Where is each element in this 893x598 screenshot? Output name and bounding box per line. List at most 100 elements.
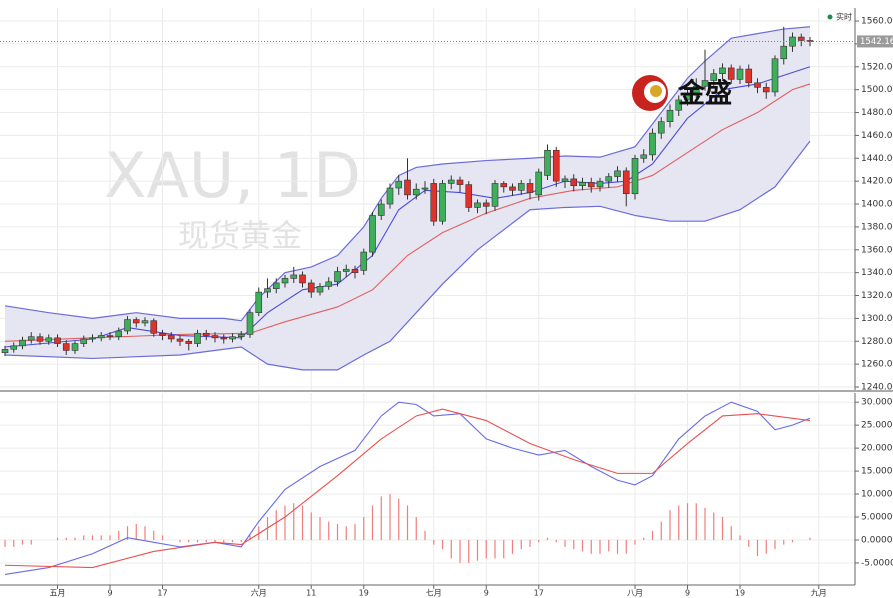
candle-body (264, 288, 271, 293)
candle-body (325, 281, 333, 287)
y-tick-label: 0.0000 (861, 535, 893, 545)
candle-body (482, 202, 490, 207)
candle-body (255, 291, 263, 313)
candle-body (797, 36, 805, 41)
candle-body (745, 68, 753, 84)
candle-body (272, 282, 280, 289)
candle-body (246, 312, 254, 335)
candle-body (736, 68, 744, 80)
y-tick-label: 25.0000 (861, 421, 893, 431)
candle-body (657, 121, 665, 134)
watermark-name: 现货黄金 (178, 219, 302, 255)
candle-body (509, 186, 516, 191)
candle-body (237, 334, 245, 338)
candle-body (54, 337, 61, 344)
last-price-label: 1542.16 (860, 37, 893, 47)
candle-body (622, 170, 630, 195)
y-tick-label: 1260.00 (861, 360, 893, 370)
candle-body (404, 179, 411, 196)
candle-body (754, 82, 761, 88)
y-tick-label: 1380.00 (861, 222, 893, 232)
candle-body (106, 335, 114, 338)
y-tick-label: 1360.00 (861, 245, 893, 255)
candle-body (649, 132, 656, 156)
candle-body (290, 274, 298, 279)
candle-body (386, 187, 394, 205)
candle-body (132, 319, 140, 324)
candle-body (465, 184, 473, 208)
candle-body (535, 171, 543, 196)
y-tick-label: 5.0000 (861, 513, 893, 523)
candle-body (176, 338, 184, 342)
logo: 金盛 (632, 75, 732, 111)
candle-body (334, 271, 341, 283)
candle-body (474, 202, 481, 208)
candle-body (202, 332, 210, 336)
candle-body (194, 332, 201, 344)
watermark: XAU, 1D 现货黄金 (104, 139, 361, 254)
candle-body (684, 92, 691, 101)
y-tick-label: 1440.00 (861, 154, 893, 164)
candle-body (124, 319, 131, 332)
candle-body (771, 58, 779, 93)
candle-body (614, 170, 621, 177)
candle-body (447, 179, 455, 184)
x-tick-label: 17 (157, 589, 167, 598)
candle-body (666, 109, 674, 122)
legend-marker (827, 14, 833, 20)
candle-body (1, 348, 9, 354)
y-tick-label: 30.0000 (861, 398, 893, 408)
candle-body (229, 336, 236, 340)
candle-body (517, 183, 525, 191)
y-tick-label: 1480.00 (861, 108, 893, 118)
candle-body (360, 251, 368, 271)
y-tick-label: 1400.00 (861, 200, 893, 210)
candle-body (587, 182, 595, 188)
candle-body (342, 268, 350, 272)
x-tick-label: 17 (534, 589, 544, 598)
y-tick-label: 1340.00 (861, 268, 893, 278)
candle-body (701, 80, 709, 87)
candle-body (570, 178, 578, 187)
x-tick-label: 五月 (50, 589, 66, 598)
candle-body (97, 335, 105, 339)
candle-body (552, 149, 560, 182)
candle-body (377, 203, 385, 216)
candle-body (526, 183, 534, 193)
watermark-symbol: XAU, 1D (104, 139, 361, 212)
x-tick-label: 9 (107, 589, 112, 598)
candle-body (491, 183, 499, 207)
candle-body (719, 67, 726, 74)
candle-body (19, 339, 26, 347)
candle-body (692, 85, 700, 94)
candle-body (605, 176, 613, 182)
x-tick-label: 19 (359, 589, 369, 598)
candle-body (159, 332, 166, 336)
candle-body (71, 343, 79, 351)
y-tick-label: 1420.00 (861, 177, 893, 187)
y-tick-label: -5.0000 (861, 558, 893, 568)
x-tick-label: 9 (685, 589, 690, 598)
candle-body (710, 73, 718, 81)
y-tick-label: 1520.00 (861, 62, 893, 72)
legend-label: 实时 (836, 12, 852, 22)
candle-body (27, 336, 35, 341)
y-tick-label: 1320.00 (861, 291, 893, 301)
x-tick-label: 9 (484, 589, 489, 598)
x-tick-label: 六月 (251, 588, 267, 598)
y-tick-label: 1500.00 (861, 85, 893, 95)
candle-body (299, 274, 306, 284)
candle-body (351, 268, 359, 273)
candle-body (430, 183, 438, 222)
bollinger-lower (4, 140, 811, 371)
y-tick-label: 15.0000 (861, 467, 893, 477)
candle-body (211, 335, 219, 339)
candle-body (675, 99, 683, 111)
candle-body (762, 87, 770, 93)
candle-body (596, 180, 604, 188)
y-tick-label: 10.0000 (861, 490, 893, 500)
candle-body (89, 337, 96, 340)
x-tick-label: 九月 (811, 589, 827, 598)
candle-body (500, 183, 508, 188)
